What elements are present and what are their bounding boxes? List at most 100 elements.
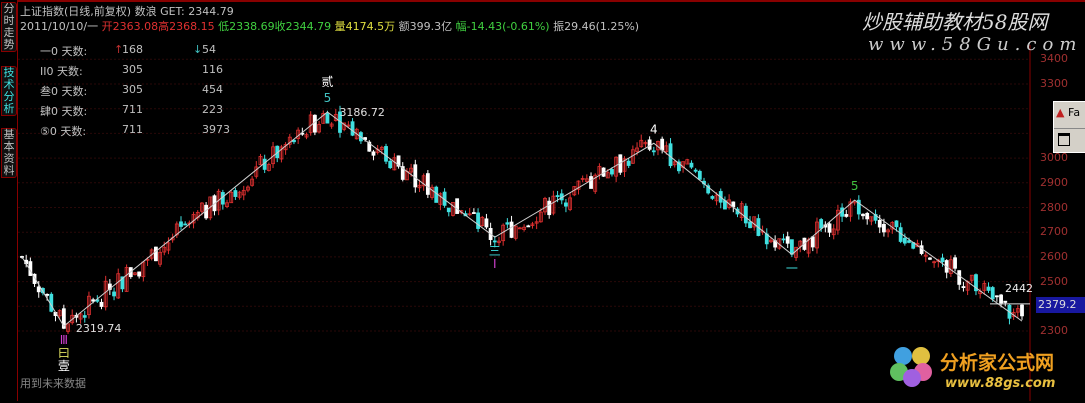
stat-label: 叁0 天数: xyxy=(40,85,88,98)
axis-tick: 3400 xyxy=(1040,52,1068,66)
candle-body xyxy=(388,160,393,169)
stat-down-days: 454 xyxy=(202,83,223,96)
candle-body xyxy=(233,190,238,197)
candle-body xyxy=(208,196,213,219)
candle-body xyxy=(748,221,752,229)
candle-body xyxy=(321,113,326,124)
candle-body xyxy=(685,159,690,165)
candle-body xyxy=(994,295,999,298)
app-icon: ▲ xyxy=(1056,106,1065,119)
candle-body xyxy=(99,301,104,307)
axis-tick: 3000 xyxy=(1040,151,1068,165)
candle-body xyxy=(78,313,83,320)
quote-bar: 2011/10/10/一 开2363.08高2368.15 低2338.69收2… xyxy=(20,18,639,34)
watermark-bottom-url: www.88gs.com xyxy=(945,376,1056,391)
candle-body xyxy=(576,180,581,190)
stat-up-days: 305 xyxy=(122,83,143,96)
vertical-tabs: 分时走势 技术分析 基本资料 xyxy=(0,0,18,401)
candle-body xyxy=(584,178,589,182)
flower-logo-icon xyxy=(890,345,934,389)
candle-body xyxy=(538,211,543,223)
candle-body xyxy=(643,142,648,145)
candle-body xyxy=(513,225,518,239)
watermark-top: 炒股辅助教材58股网 xyxy=(862,10,1048,34)
window-button[interactable] xyxy=(1054,129,1085,153)
candle-body xyxy=(36,286,41,293)
candle-body xyxy=(430,186,434,198)
pivot-price-label: 2319.74 xyxy=(76,322,122,335)
candle-body xyxy=(166,242,171,251)
candle-body xyxy=(580,178,585,180)
candle-body xyxy=(907,240,911,243)
candle-body xyxy=(421,175,426,187)
candle-body xyxy=(923,254,928,257)
stat-label: 一0 天数: xyxy=(40,45,88,58)
candle-body xyxy=(752,216,757,228)
window-icon xyxy=(1058,133,1070,146)
up-arrow-icon: ↑ xyxy=(114,43,124,56)
candle-body xyxy=(982,283,987,291)
candle-body xyxy=(409,167,414,173)
candle-body xyxy=(974,274,978,292)
axis-tick: 2600 xyxy=(1040,249,1068,263)
candle-body xyxy=(693,169,698,172)
candle-body xyxy=(668,143,673,167)
stat-label: II0 天数: xyxy=(40,65,83,78)
candle-body xyxy=(626,160,631,166)
wave-mark: 贰 xyxy=(321,74,333,89)
candle-body xyxy=(492,240,497,243)
candle-body xyxy=(379,146,384,150)
tab-technical-analysis[interactable]: 技术分析 xyxy=(1,66,17,116)
candle-body xyxy=(480,216,485,226)
candle-body xyxy=(237,191,242,198)
tab-intraday[interactable]: 分时走势 xyxy=(1,2,17,52)
candle-body xyxy=(564,202,568,207)
candle-body xyxy=(87,295,91,316)
candle-body xyxy=(957,270,962,285)
floating-window[interactable]: ▲ Fa xyxy=(1053,101,1085,153)
zigzag-wave-line xyxy=(21,111,1023,327)
candle-body xyxy=(438,193,443,205)
tab-fundamentals[interactable]: 基本资料 xyxy=(1,128,17,178)
candle-body xyxy=(346,124,351,127)
candle-body xyxy=(505,222,510,225)
candle-body xyxy=(928,257,932,260)
candle-body xyxy=(91,299,96,302)
quote-date: 2011/10/10/一 xyxy=(20,20,99,33)
watermark-bottom: 分析家公式网 xyxy=(940,352,1055,374)
candle-body xyxy=(672,161,677,166)
candle-body xyxy=(785,236,790,244)
candle-body xyxy=(1003,300,1008,303)
candle-body xyxy=(827,223,832,233)
candle-body xyxy=(844,214,849,217)
candle-body xyxy=(158,251,162,265)
candle-body xyxy=(471,212,476,214)
candle-body xyxy=(112,291,116,297)
candle-body xyxy=(873,214,878,221)
axis-tick: 3300 xyxy=(1040,77,1068,90)
candle-body xyxy=(308,114,313,133)
candle-body xyxy=(451,202,455,216)
candle-body xyxy=(605,172,610,179)
quote-high: 高2368.15 xyxy=(158,20,215,33)
candle-body xyxy=(137,271,142,277)
candle-body xyxy=(32,273,37,284)
candle-body xyxy=(555,195,560,197)
candle-body xyxy=(476,212,480,229)
candle-body xyxy=(518,227,522,230)
candle-body xyxy=(622,158,627,172)
candle-body xyxy=(861,213,865,217)
candle-body xyxy=(153,246,158,262)
candle-body xyxy=(191,214,196,224)
candle-body xyxy=(229,191,234,204)
candle-body xyxy=(70,314,75,324)
quote-close: 收2344.79 xyxy=(274,20,332,33)
candle-body xyxy=(312,114,317,133)
candle-body xyxy=(367,141,372,152)
candle-body xyxy=(216,190,221,211)
candle-body xyxy=(848,201,853,217)
axis-tick: 2700 xyxy=(1040,225,1068,239)
candle-body xyxy=(354,128,359,140)
candle-body xyxy=(831,228,836,236)
